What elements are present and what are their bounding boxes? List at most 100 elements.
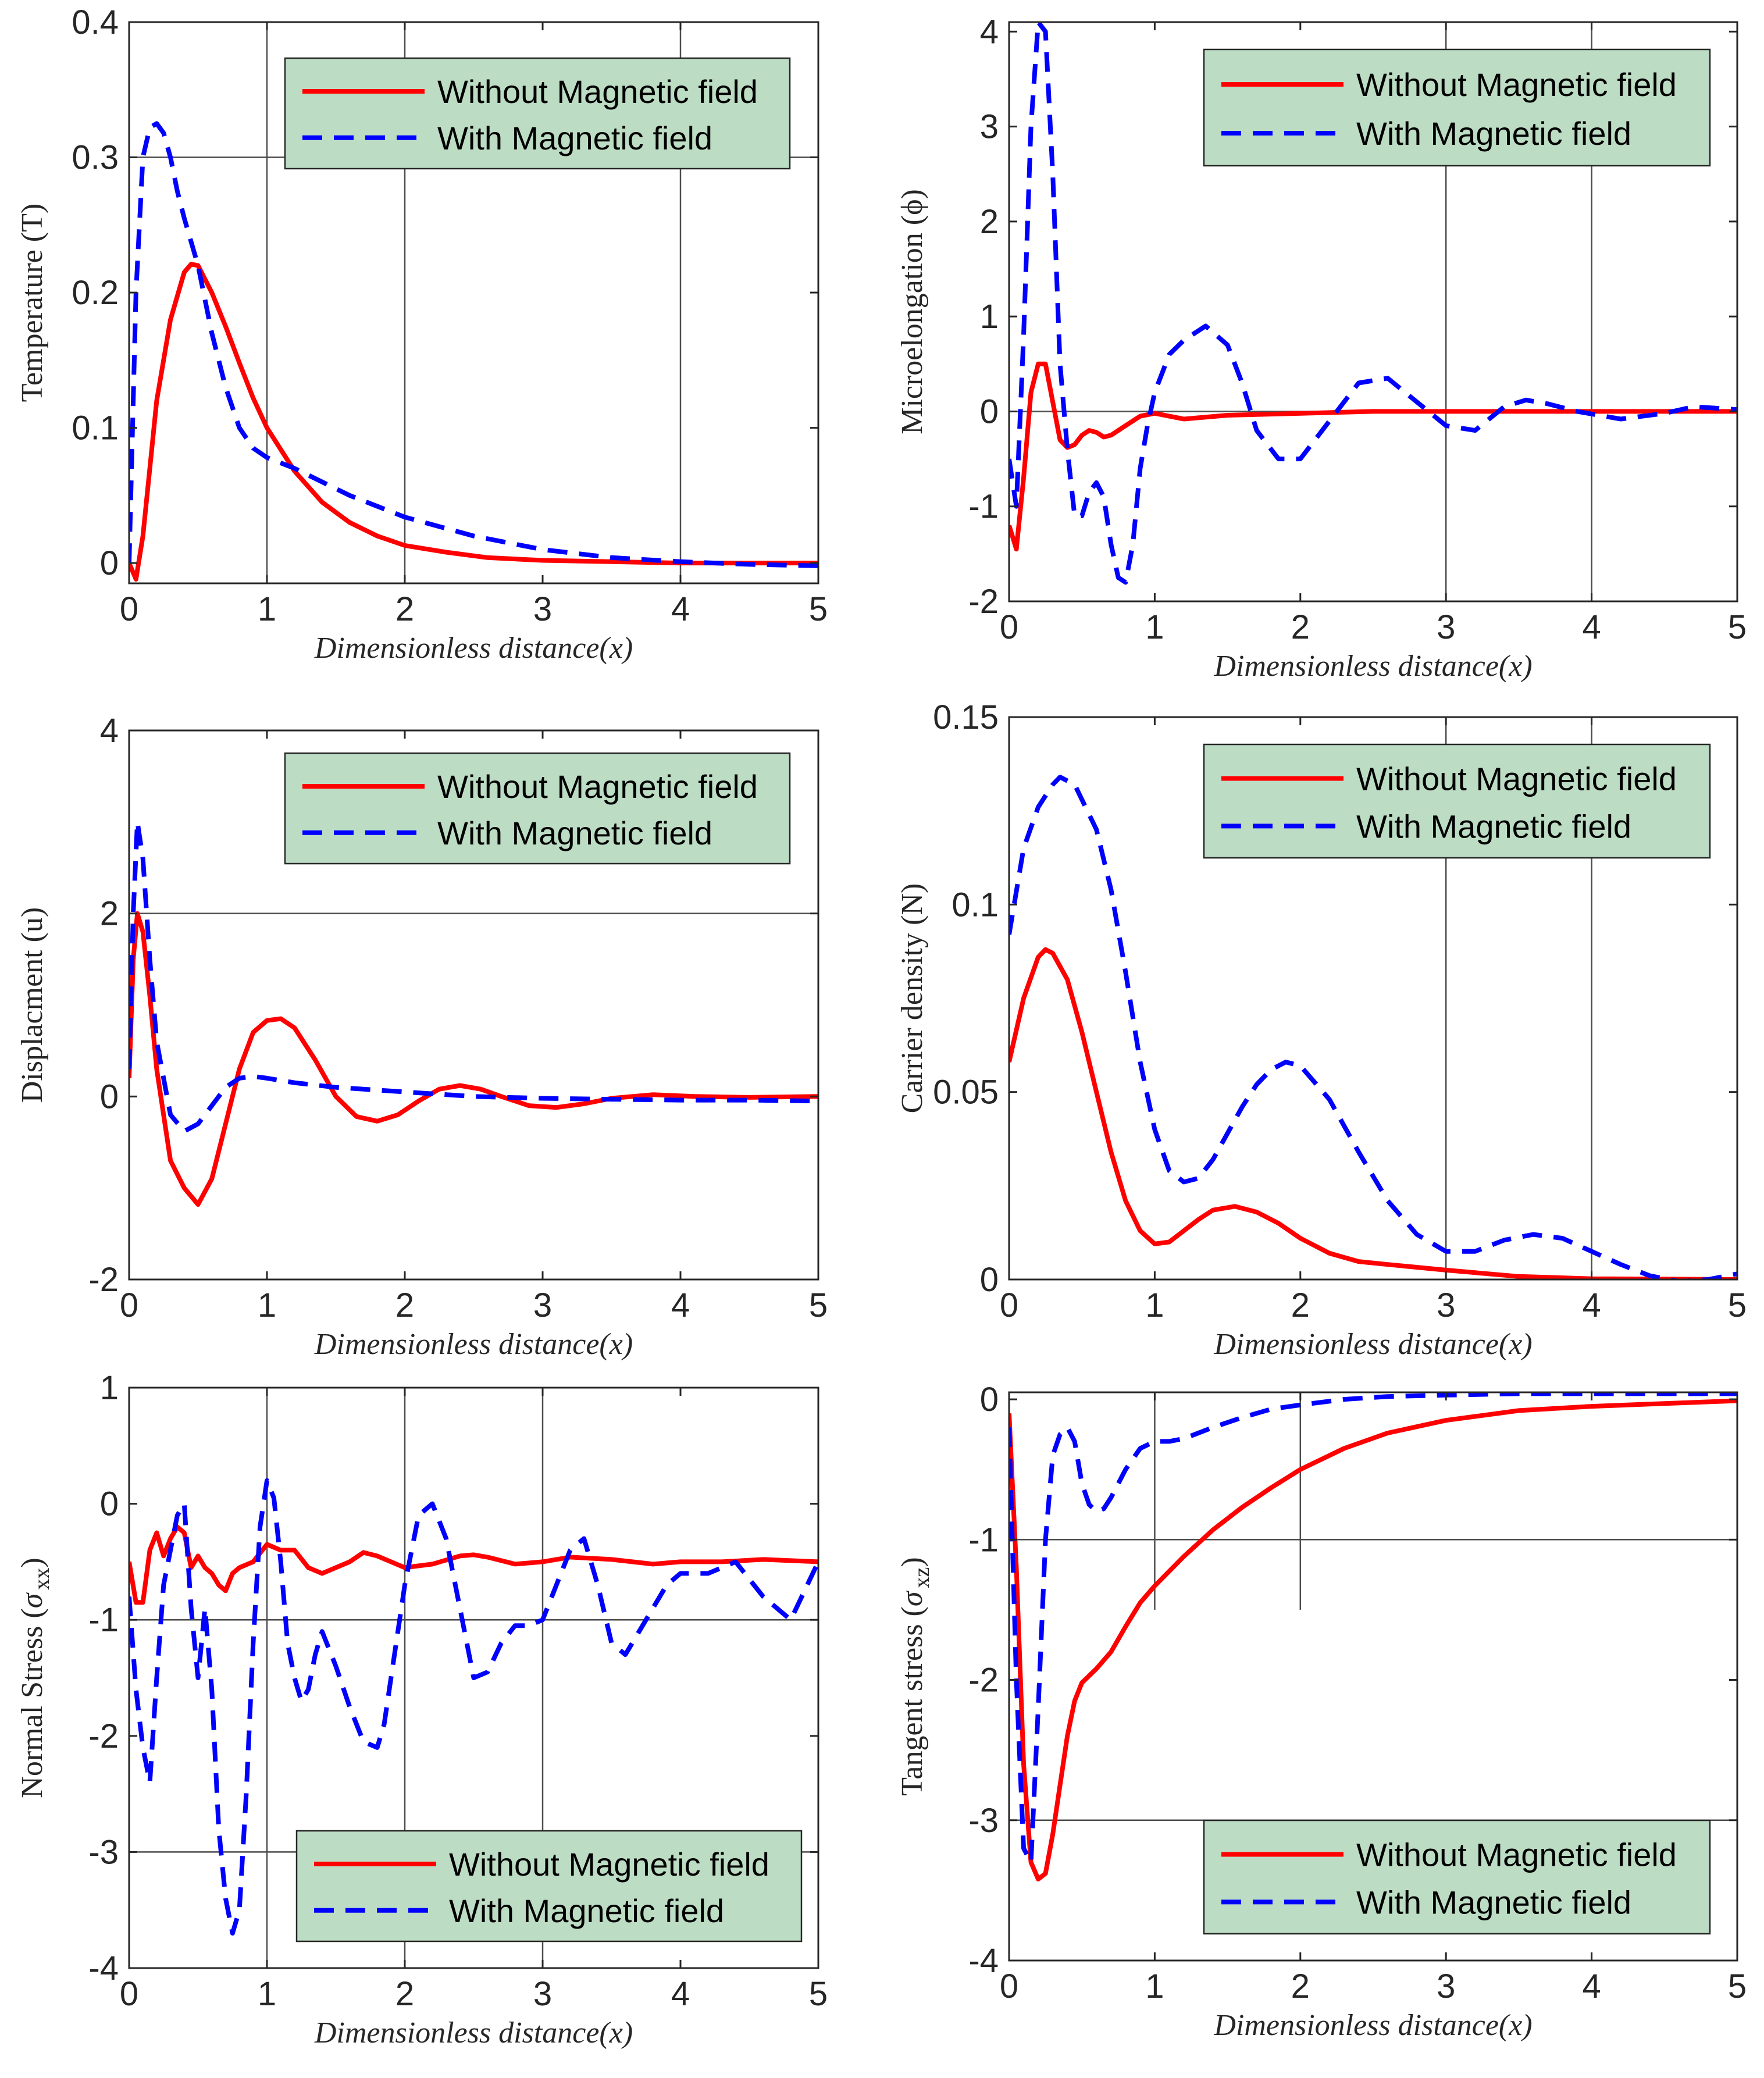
temperature-y-tick-label-2: 0.2 [72,274,119,312]
carrier-density-series-with-magnetic-field [1009,775,1737,1279]
temperature-lines [129,121,818,582]
displacement-series-with-magnetic-field [129,819,818,1134]
normal-stress-series-with-magnetic-field [129,1478,818,1936]
displacement-x-tick-label-5: 5 [809,1286,828,1324]
displacement-x-tick-label-0: 0 [120,1286,138,1324]
tangent-stress-y-tick-label-4: 0 [980,1381,999,1418]
tangent-stress-y-tick-label-0: -4 [968,1942,999,1980]
normal-stress-x-tick-label-0: 0 [120,1975,138,2013]
tangent-stress-series-without-magnetic-field [1009,1398,1737,1882]
tangent-stress-x-tick-label-3: 3 [1437,1967,1455,2005]
normal-stress-y-tick-label-2: -2 [88,1717,119,1755]
displacement-y-axis-label: Displacment (u) [16,907,49,1103]
microelongation-series-with-magnetic-field [1009,22,1737,585]
normal-stress-y-tick-label-5: 1 [100,1369,119,1407]
microelongation-y-axis-label: Microelongation (ϕ) [896,189,929,434]
microelongation-legend-label-with: With Magnetic field [1356,115,1631,152]
microelongation-y-tick-label-1: -1 [968,488,999,526]
carrier-density-x-tick-label-5: 5 [1728,1286,1747,1324]
normal-stress-legend: Without Magnetic field With Magnetic fie… [295,1830,803,1942]
displacement-legend-box [284,752,791,865]
carrier-density-y-tick-label-2: 0.1 [952,886,999,924]
displacement-legend-label-with: With Magnetic field [437,815,712,851]
displacement-x-tick-label-1: 1 [258,1286,276,1324]
microelongation-y-tick-label-2: 0 [980,393,999,430]
temperature-x-axis-label: Dimensionless distance(x) [314,632,633,665]
displacement-y-tick-label-1: 0 [100,1078,119,1115]
normal-stress-y-tick-label-1: -3 [88,1833,119,1871]
normal-stress-axes-frame [128,1386,819,1969]
microelongation-y-tick-label-5: 3 [980,108,999,146]
displacement-y-tick-label-2: 2 [100,895,119,933]
temperature-y-tick-label-4: 0.4 [72,3,119,41]
displacement-axes-frame [128,729,819,1281]
temperature-series-without-magnetic-field [129,262,818,582]
tangent-stress-plot: 0 1 2 3 4 5 -4 -3 -2 -1 0 Dimensionless distance(x… [896,1381,1747,2042]
displacement-lines [129,819,818,1207]
displacement-series-without-magnetic-field [129,911,818,1207]
carrier-density-x-tick-label-1: 1 [1145,1286,1164,1324]
normal-stress-x-tick-label-3: 3 [533,1975,552,2013]
carrier-density-x-tick-label-0: 0 [1000,1286,1018,1324]
normal-stress-y-label-symbol: σ [16,1592,49,1608]
temperature-y-tick-label-3: 0.3 [72,139,119,177]
displacement-legend: Without Magnetic field With Magnetic fie… [284,752,791,865]
displacement-y-tick-label-0: -2 [88,1261,119,1299]
normal-stress-y-tick-label-0: -4 [88,1949,119,1987]
tangent-stress-y-label-symbol: σ [896,1590,929,1606]
temperature-x-tick-label-1: 1 [258,590,276,628]
normal-stress-x-tick-label-1: 1 [258,1975,276,2013]
carrier-density-legend: Without Magnetic field With Magnetic fie… [1203,743,1711,859]
tangent-stress-series-with-magnetic-field [1009,1392,1737,1865]
normal-stress-y-axis-label: Normal Stress (σ xx) [16,1557,54,1798]
tangent-stress-grid [1009,1392,1737,1822]
tangent-stress-y-label-close: ) [896,1557,929,1567]
temperature-x-tick-label-2: 2 [395,590,414,628]
tangent-stress-ticks: 0 1 2 3 4 5 -4 -3 -2 -1 0 [968,1381,1747,2005]
microelongation-x-tick-label-3: 3 [1437,608,1455,646]
temperature-legend-label-without: Without Magnetic field [437,73,758,110]
tangent-stress-x-tick-label-0: 0 [1000,1967,1018,2005]
displacement-x-tick-label-3: 3 [533,1286,552,1324]
normal-stress-x-tick-label-2: 2 [395,1975,414,2013]
temperature-x-tick-label-3: 3 [533,590,552,628]
temperature-legend: Without Magnetic field With Magnetic fie… [284,57,791,170]
carrier-density-x-axis-label: Dimensionless distance(x) [1213,1328,1532,1361]
tangent-stress-y-label-main: Tangent stress ( [896,1606,929,1796]
temperature-x-tick-label-0: 0 [120,590,138,628]
microelongation-x-tick-label-0: 0 [1000,608,1018,646]
normal-stress-series-without-magnetic-field [129,1524,818,1605]
temperature-series-with-magnetic-field [129,121,818,568]
microelongation-y-tick-label-6: 4 [980,13,999,51]
tangent-stress-axes-frame [1008,1391,1738,1962]
displacement-x-axis-label: Dimensionless distance(x) [314,1328,633,1361]
microelongation-lines [1009,22,1737,585]
tangent-stress-legend-label-without: Without Magnetic field [1356,1837,1677,1873]
temperature-y-tick-label-1: 0.1 [72,409,119,447]
tangent-stress-legend-box [1203,1819,1711,1935]
tangent-stress-x-tick-label-5: 5 [1728,1967,1747,2005]
normal-stress-legend-label-without: Without Magnetic field [449,1846,769,1883]
normal-stress-y-tick-label-3: -1 [88,1601,119,1639]
normal-stress-y-label-sub: xx [30,1568,54,1590]
displacement-legend-label-without: Without Magnetic field [437,768,758,805]
microelongation-x-axis-label: Dimensionless distance(x) [1213,650,1532,683]
temperature-x-tick-label-5: 5 [809,590,828,628]
normal-stress-ticks: 0 1 2 3 4 5 -4 -3 -2 -1 0 1 [88,1369,828,2013]
normal-stress-y-label-main: Normal Stress ( [16,1608,49,1798]
carrier-density-x-tick-label-3: 3 [1437,1286,1455,1324]
tangent-stress-legend: Without Magnetic field With Magnetic fie… [1203,1819,1711,1935]
carrier-density-x-tick-label-2: 2 [1291,1286,1310,1324]
tangent-stress-y-axis-label: Tangent stress (σ xz) [896,1557,934,1795]
temperature-plot: 0 1 2 3 4 5 0 0.1 0.2 0.3 0.4 Dimensionless distan… [16,3,828,665]
tangent-stress-legend-label-with: With Magnetic field [1356,1884,1631,1920]
temperature-y-tick-label-0: 0 [100,544,119,582]
microelongation-x-tick-label-1: 1 [1145,608,1164,646]
microelongation-legend: Without Magnetic field With Magnetic fie… [1203,48,1711,167]
microelongation-x-tick-label-5: 5 [1728,608,1747,646]
microelongation-legend-label-without: Without Magnetic field [1356,66,1677,103]
tangent-stress-x-tick-label-4: 4 [1582,1967,1601,2005]
microelongation-ticks: 0 1 2 3 4 5 -2 -1 0 1 2 3 4 [968,13,1747,646]
